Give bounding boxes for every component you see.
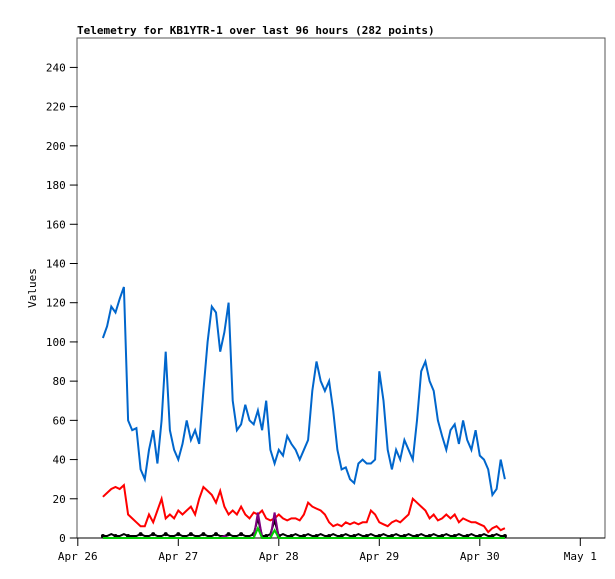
y-tick-label: 140 [46, 257, 66, 270]
y-tick-label: 160 [46, 218, 66, 231]
x-tick-label: Apr 30 [460, 550, 500, 563]
plot-area [76, 37, 606, 539]
series-line-red [102, 483, 506, 534]
y-tick-label: 240 [46, 61, 66, 74]
data-point [138, 532, 143, 537]
x-axis: Apr 26 Apr 27 Apr 28 Apr 29 Apr 30 May 1 [58, 537, 605, 563]
data-point [176, 532, 181, 537]
y-axis: 0 20 40 60 80 100 120 140 160 180 200 220 240 [46, 61, 78, 545]
y-axis-label: Values [26, 268, 39, 308]
y-tick-label: 200 [46, 140, 66, 153]
y-tick-label: 40 [53, 454, 66, 467]
y-tick-label: 0 [59, 532, 66, 545]
y-tick-label: 180 [46, 179, 66, 192]
data-point [226, 532, 231, 537]
data-point [239, 532, 244, 537]
data-point [201, 532, 206, 537]
x-tick-label: Apr 26 [58, 550, 98, 563]
y-tick-label: 220 [46, 101, 66, 114]
chart-title: Telemetry for KB1YTR-1 over last 96 hour… [77, 24, 435, 37]
y-tick-label: 120 [46, 297, 66, 310]
series-line-green [102, 525, 505, 539]
data-point [151, 532, 156, 537]
x-tick-label: Apr 28 [259, 550, 299, 563]
data-point [188, 532, 193, 537]
y-tick-label: 80 [53, 375, 66, 388]
y-tick-label: 20 [53, 493, 66, 506]
data-point [163, 532, 168, 537]
y-tick-label: 60 [53, 414, 66, 427]
series-group [100, 286, 507, 539]
series-line-blue [101, 286, 506, 498]
x-tick-label: Apr 29 [359, 550, 399, 563]
data-point [213, 532, 218, 537]
x-tick-label: Apr 27 [158, 550, 198, 563]
y-tick-label: 100 [46, 336, 66, 349]
x-tick-label: May 1 [564, 550, 597, 563]
